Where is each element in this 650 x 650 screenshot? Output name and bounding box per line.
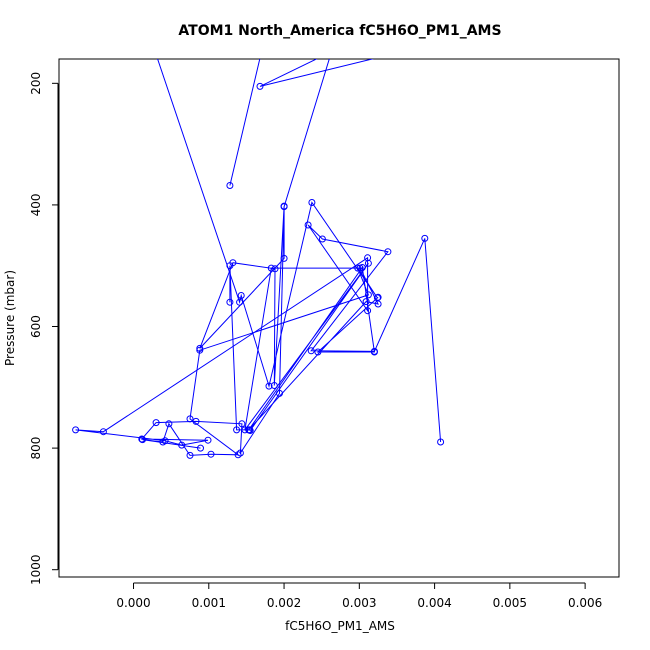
y-tick-label: 800 — [29, 437, 43, 460]
data-point — [374, 300, 382, 308]
x-tick-label: 0.006 — [568, 596, 602, 610]
y-tick-label: 400 — [29, 193, 43, 216]
data-point — [384, 248, 392, 256]
data-point — [307, 347, 315, 355]
x-tick-label: 0.001 — [192, 596, 226, 610]
data-point — [186, 415, 194, 423]
data-point — [421, 234, 429, 242]
x-tick-label: 0.005 — [493, 596, 527, 610]
data-point — [236, 449, 244, 457]
data-point — [437, 438, 445, 446]
x-tick-label: 0.004 — [417, 596, 451, 610]
data-point — [226, 182, 234, 189]
series-line-1 — [75, 59, 442, 455]
data-point — [139, 436, 146, 444]
data-point — [308, 199, 316, 206]
data-point — [256, 82, 264, 90]
series-line-2 — [142, 59, 378, 456]
data-point — [186, 451, 194, 459]
data-point — [226, 262, 234, 270]
data-point — [138, 435, 146, 443]
data-point — [241, 426, 249, 434]
chart-title: ATOM1 North_America fC5H6O_PM1_AMS — [178, 23, 501, 39]
x-axis-label: fC5H6O_PM1_AMS — [285, 619, 395, 633]
y-axis-label: Pressure (mbar) — [3, 270, 17, 366]
data-point — [233, 426, 241, 434]
plot-frame — [58, 58, 620, 578]
data-point — [271, 265, 279, 273]
data-point — [370, 348, 378, 356]
data-point — [234, 451, 242, 459]
data-point — [72, 426, 80, 434]
series-line-3 — [229, 263, 380, 432]
data-point — [99, 428, 107, 436]
data-point — [236, 298, 244, 306]
x-tick-label: 0.002 — [267, 596, 301, 610]
data-point — [165, 420, 173, 428]
data-point — [358, 264, 366, 271]
data-point — [204, 436, 212, 444]
data-point — [362, 298, 370, 306]
x-tick-label: 0.003 — [342, 596, 376, 610]
data-point — [207, 450, 215, 458]
data-point — [318, 235, 326, 243]
y-axis: 200 400 600 800 1000 — [29, 72, 59, 585]
data-point — [265, 382, 273, 390]
data-point — [197, 444, 204, 452]
y-tick-label: 600 — [29, 315, 43, 338]
data-point — [159, 438, 167, 446]
data-point — [304, 221, 312, 229]
x-tick-label: 0.000 — [116, 596, 150, 610]
data-point — [237, 292, 245, 299]
data-point — [245, 426, 253, 434]
data-point — [196, 346, 204, 354]
y-tick-label: 1000 — [29, 554, 43, 585]
plot-area — [72, 59, 445, 459]
data-point — [238, 420, 246, 428]
x-axis: 0.000 0.001 0.002 0.003 0.004 0.005 0.006 — [116, 582, 602, 610]
y-tick-label: 200 — [29, 72, 43, 95]
data-point — [374, 293, 382, 301]
data-point — [152, 419, 160, 427]
data-point — [226, 298, 234, 306]
data-point — [267, 264, 275, 272]
data-point — [280, 254, 288, 262]
data-point — [314, 348, 322, 356]
data-point — [364, 291, 372, 299]
data-point — [280, 202, 288, 210]
data-point — [364, 259, 372, 267]
